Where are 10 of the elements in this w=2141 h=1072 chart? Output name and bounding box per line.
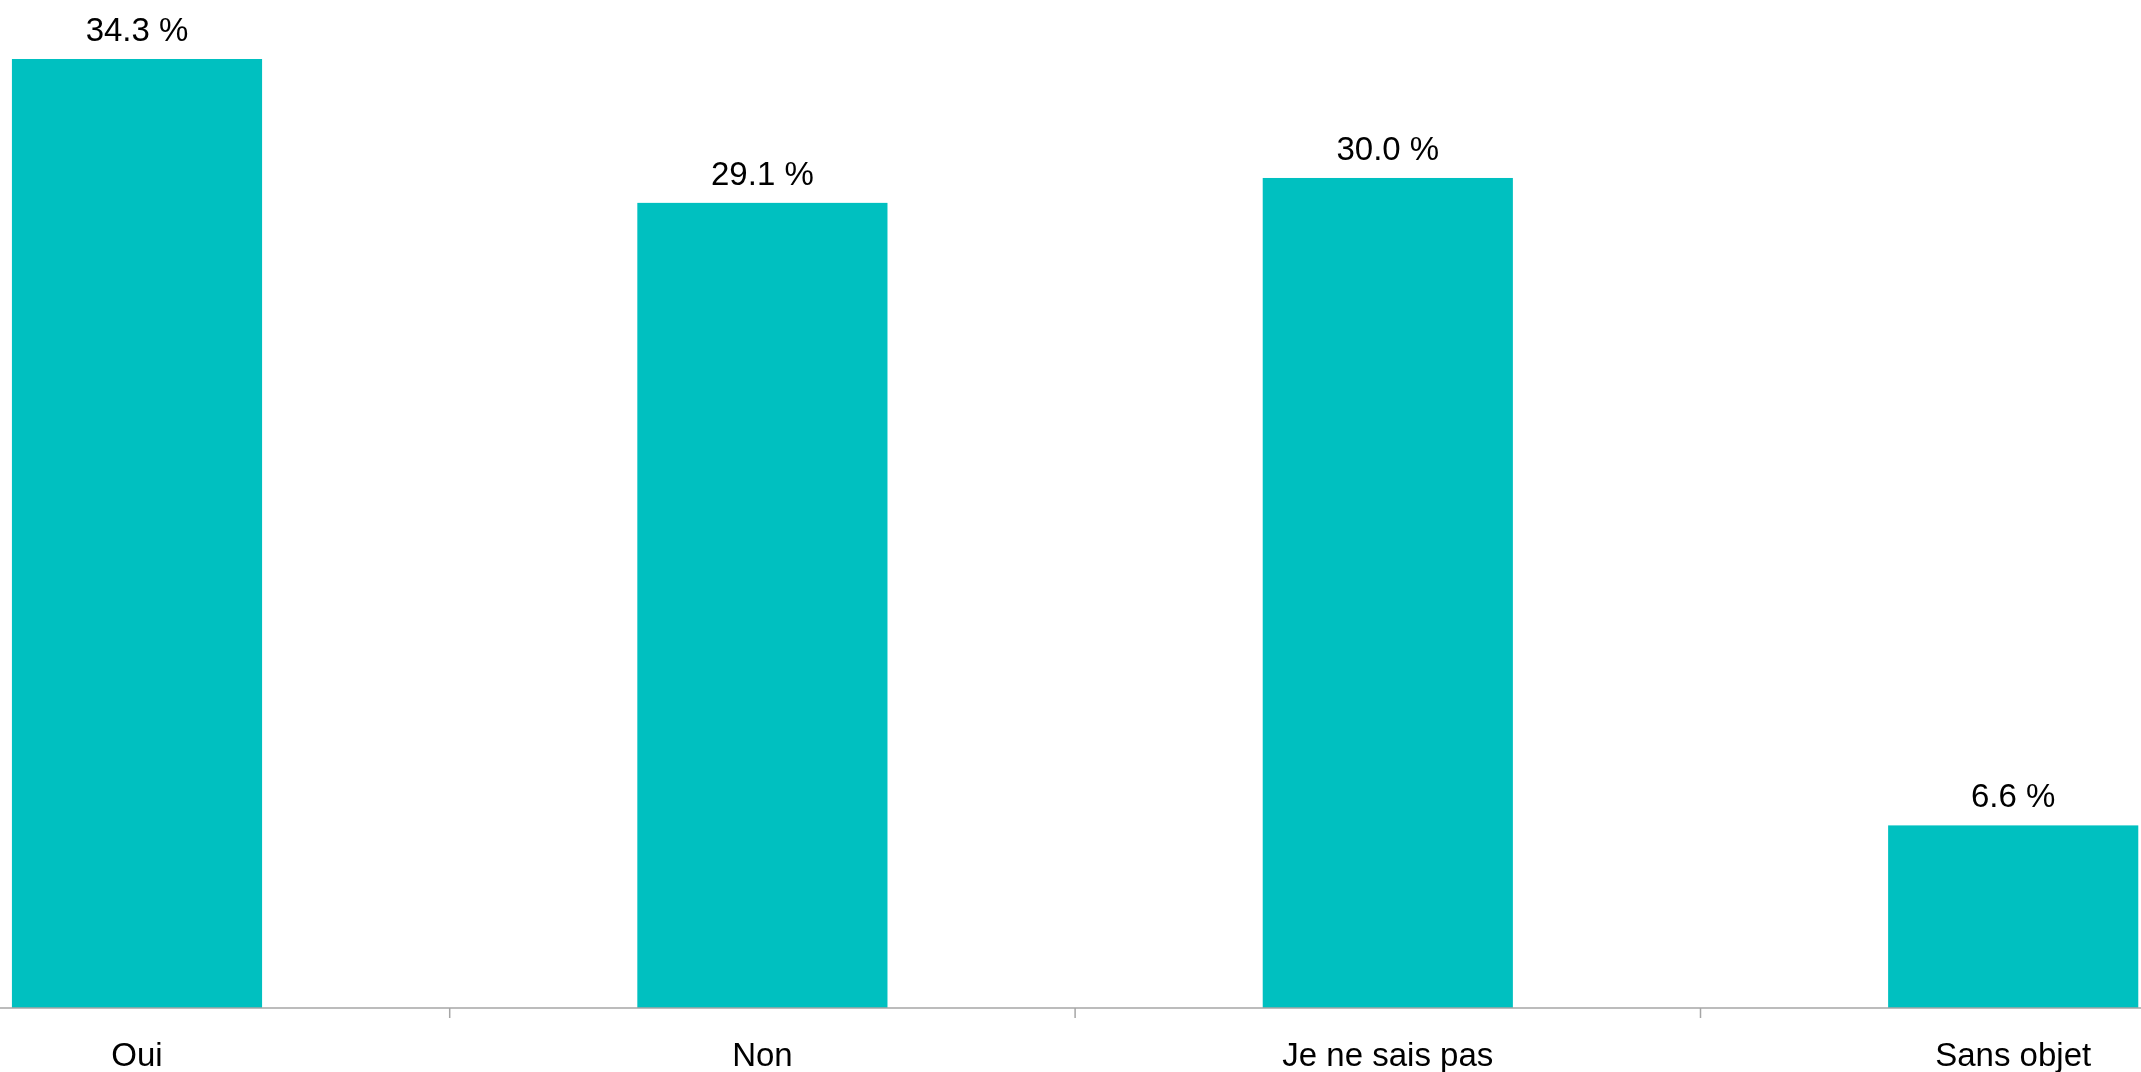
data-label: 30.0 % bbox=[1336, 129, 1440, 167]
bar bbox=[1262, 177, 1513, 1008]
bar bbox=[637, 202, 888, 1008]
bar bbox=[1888, 825, 2139, 1008]
bar bbox=[11, 59, 263, 1008]
x-tick-label: Oui bbox=[111, 1036, 163, 1072]
data-label: 34.3 % bbox=[85, 11, 189, 48]
data-label: 6.6 % bbox=[1971, 777, 2056, 815]
x-tick-label: Non bbox=[732, 1036, 793, 1072]
data-label: 29.1 % bbox=[711, 154, 814, 192]
